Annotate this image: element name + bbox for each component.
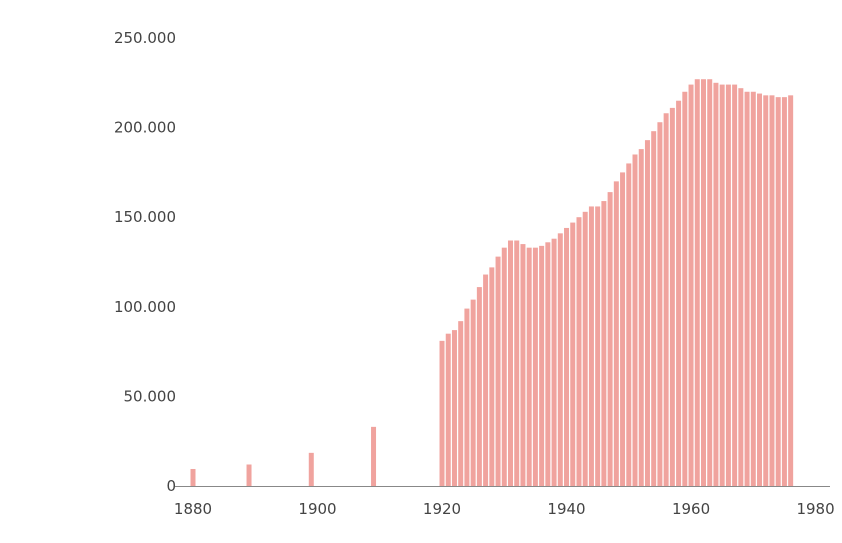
bar-1960 (688, 84, 694, 486)
x-axis-ticks: 1880 1900 1920 1940 1960 1980 (174, 500, 835, 518)
bar-1972 (763, 95, 769, 486)
bar-1956 (663, 113, 669, 486)
bar-1939 (557, 233, 563, 486)
bar-1925 (470, 299, 476, 486)
bar-1950 (626, 163, 632, 486)
y-tick-label: 250.000 (114, 29, 176, 47)
x-tick-label: 1900 (298, 500, 336, 518)
bar-1958 (676, 100, 682, 486)
bar-1942 (576, 217, 582, 486)
bar-1946 (601, 201, 607, 486)
bar-1954 (651, 131, 657, 486)
bar-1938 (551, 238, 557, 486)
y-axis-ticks: 0 50.000 100.000 150.000 200.000 250.000 (114, 29, 176, 495)
bar-1970 (750, 91, 756, 486)
bar-1967 (732, 84, 738, 486)
bar-1889 (246, 464, 252, 486)
bar-1933 (520, 244, 526, 486)
y-tick-label: 150.000 (114, 208, 176, 226)
bar-1968 (738, 88, 744, 487)
bar-1949 (620, 172, 626, 486)
bar-1962 (700, 79, 706, 486)
bar-1965 (719, 84, 725, 486)
bar-1941 (570, 222, 576, 486)
x-tick-label: 1980 (796, 500, 834, 518)
bar-1928 (489, 267, 495, 486)
bar-1932 (514, 240, 520, 486)
bar-1961 (694, 79, 700, 486)
bar-1899 (308, 452, 314, 486)
bar-1957 (669, 107, 675, 486)
x-tick-label: 1920 (423, 500, 461, 518)
bar-1929 (495, 256, 501, 486)
bar-1969 (744, 91, 750, 486)
y-tick-label: 100.000 (114, 298, 176, 316)
bar-1936 (539, 245, 545, 486)
bar-1955 (657, 122, 663, 486)
bar-1947 (607, 192, 613, 487)
bar-1948 (613, 181, 619, 487)
bar-1922 (451, 330, 457, 486)
bar-1944 (588, 206, 594, 486)
bar-1959 (682, 91, 688, 486)
bar-1966 (725, 84, 731, 486)
bar-1935 (532, 247, 538, 486)
bar-1951 (632, 154, 638, 487)
y-tick-label: 200.000 (114, 119, 176, 137)
bar-1964 (713, 82, 719, 487)
bar-1926 (476, 287, 482, 486)
bar-1963 (707, 79, 713, 486)
x-tick-label: 1940 (547, 500, 585, 518)
bar-1971 (757, 93, 763, 487)
bar-1973 (769, 95, 775, 486)
bar-1909 (371, 426, 377, 486)
bar-1952 (638, 149, 644, 486)
bar-1943 (582, 211, 588, 486)
bar-1880 (190, 468, 196, 486)
bars (190, 79, 794, 487)
bar-1924 (464, 308, 470, 486)
x-tick-label: 1960 (672, 500, 710, 518)
y-tick-label: 0 (166, 477, 176, 495)
bar-1937 (545, 242, 551, 486)
bar-1927 (483, 274, 489, 486)
bar-1945 (595, 206, 601, 486)
bar-1975 (781, 97, 787, 486)
bar-1930 (501, 247, 507, 486)
bar-1920 (439, 340, 445, 486)
bar-1976 (788, 95, 794, 486)
bar-1923 (458, 321, 464, 486)
bar-1934 (526, 247, 532, 486)
x-tick-label: 1880 (174, 500, 212, 518)
bar-1921 (445, 333, 451, 486)
bar-1953 (644, 140, 650, 486)
bar-1974 (775, 97, 781, 486)
bar-1940 (564, 227, 570, 486)
y-tick-label: 50.000 (124, 387, 177, 405)
bar-1931 (508, 240, 513, 486)
